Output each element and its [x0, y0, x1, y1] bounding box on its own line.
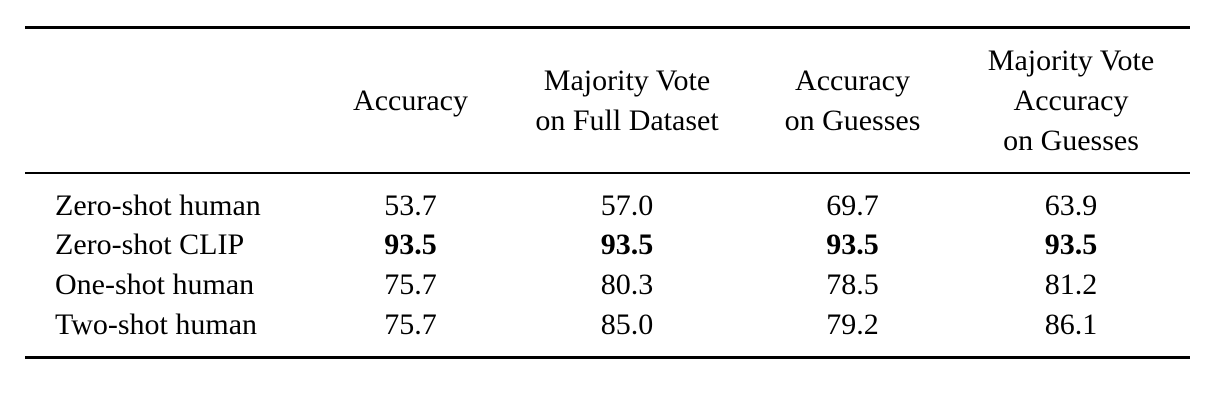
cell-accuracy-guesses: 79.2	[826, 308, 879, 341]
header-line: Majority Vote	[543, 64, 711, 97]
header-line: on Guesses	[1003, 124, 1139, 157]
cell-accuracy: 75.7	[384, 268, 437, 301]
table-row: One-shot human 75.7 80.3 78.5 81.2	[0, 265, 1212, 305]
header-majority-vote-accuracy-on-guesses: Majority Vote Accuracy on Guesses	[965, 30, 1177, 172]
table-row: Two-shot human 75.7 85.0 79.2 86.1	[0, 305, 1212, 345]
header-line: on Guesses	[784, 104, 921, 137]
cell-majority-vote-guesses: 93.5	[1044, 228, 1098, 261]
header-line: on Full Dataset	[535, 104, 719, 137]
cell-majority-vote-full: 57.0	[600, 189, 654, 222]
header-accuracy: Accuracy	[338, 30, 483, 172]
cell-accuracy-guesses: 69.7	[826, 189, 879, 222]
cell-majority-vote-full: 93.5	[600, 228, 654, 261]
row-label: Zero-shot human	[55, 189, 261, 222]
cell-majority-vote-guesses: 86.1	[1044, 308, 1098, 341]
cell-majority-vote-guesses: 63.9	[1044, 189, 1098, 222]
table-row: Zero-shot CLIP 93.5 93.5 93.5 93.5	[0, 225, 1212, 265]
cell-majority-vote-guesses: 81.2	[1044, 268, 1098, 301]
bottom-rule	[25, 356, 1190, 359]
row-label: One-shot human	[55, 268, 255, 301]
cell-accuracy-guesses: 78.5	[826, 268, 879, 301]
row-label: Zero-shot CLIP	[55, 228, 245, 261]
header-line: Majority Vote	[987, 44, 1155, 77]
header-rule	[25, 172, 1190, 174]
cell-majority-vote-full: 80.3	[600, 268, 654, 301]
cell-accuracy: 53.7	[384, 189, 437, 222]
cell-majority-vote-full: 85.0	[600, 308, 654, 341]
cell-accuracy-guesses: 93.5	[826, 228, 879, 261]
header-line: Accuracy	[353, 84, 468, 117]
header-accuracy-on-guesses: Accuracy on Guesses	[765, 30, 940, 172]
cell-accuracy: 75.7	[384, 308, 437, 341]
row-label: Two-shot human	[55, 308, 258, 341]
header-line: Accuracy	[1013, 84, 1129, 117]
header-line: Accuracy	[795, 64, 910, 97]
cell-accuracy: 93.5	[384, 228, 437, 261]
header-majority-vote-full-dataset: Majority Vote on Full Dataset	[512, 30, 742, 172]
top-rule	[25, 26, 1190, 29]
table-row: Zero-shot human 53.7 57.0 69.7 63.9	[0, 186, 1212, 226]
